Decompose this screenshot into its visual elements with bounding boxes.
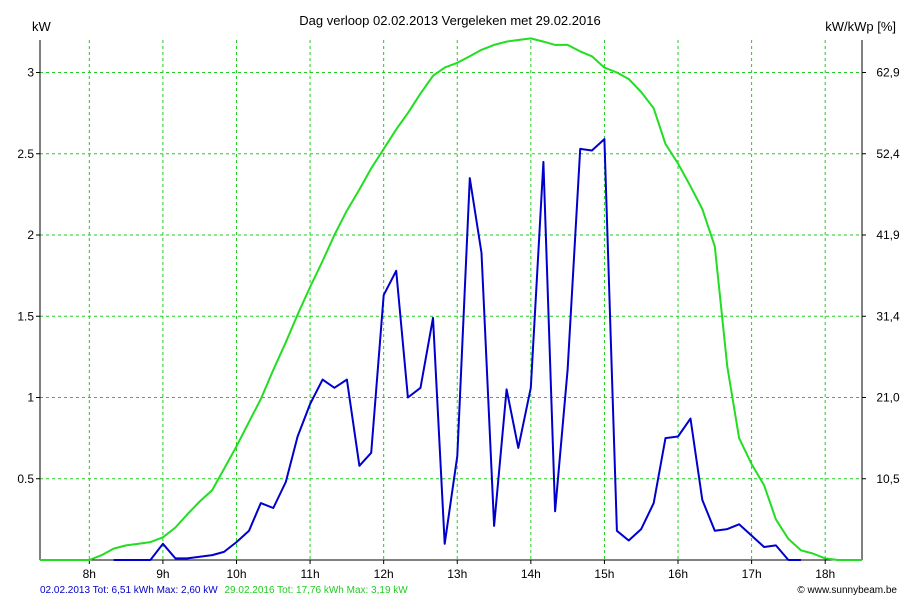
x-tick-label-3: 11h: [301, 567, 320, 581]
x-tick-label-7: 15h: [594, 567, 614, 581]
y-tick-label-4: 2.5: [17, 147, 34, 161]
x-tick-label-0: 8h: [83, 567, 96, 581]
legend-series-2: 29.02.2016 Tot: 17,76 kWh Max: 3,19 kW: [224, 585, 408, 596]
x-tick-label-6: 14h: [521, 567, 541, 581]
right-axis-unit: kW/kWp [%]: [825, 19, 896, 34]
y-tick-label-1: 1: [27, 391, 34, 405]
x-tick-label-8: 16h: [668, 567, 688, 581]
axes: [36, 40, 866, 564]
series-line-1: [113, 138, 801, 561]
y-tick-labels-right: 10,5 21,0 31,4 41,9 52,4 62,9: [876, 66, 900, 486]
series-line-2: [40, 37, 862, 561]
credit-text: © www.sunnybeam.be: [797, 585, 897, 596]
chart-title: Dag verloop 02.02.2013 Vergeleken met 29…: [299, 13, 600, 28]
grid-lines: [40, 40, 862, 560]
y-tick-label-0: 0.5: [17, 472, 34, 486]
y-tick-labels-left: 0.5 1 1.5 2 2.5 3: [17, 66, 34, 486]
x-tick-label-4: 12h: [374, 567, 394, 581]
legend-series-1: 02.02.2013 Tot: 6,51 kWh Max: 2,60 kW: [40, 585, 218, 596]
y2-tick-label-1: 21,0: [876, 391, 900, 405]
x-tick-label-2: 10h: [226, 567, 246, 581]
y2-tick-label-0: 10,5: [876, 472, 900, 486]
data-series: [40, 37, 862, 561]
x-tick-labels: 8h 9h 10h 11h 12h 13h 14h 15h 16h 17h 18h: [83, 567, 836, 581]
x-tick-label-1: 9h: [156, 567, 169, 581]
y-tick-label-2: 1.5: [17, 309, 34, 323]
y2-tick-label-2: 31,4: [876, 309, 900, 323]
footer-legend: 02.02.2013 Tot: 6,51 kWh Max: 2,60 kW 29…: [40, 585, 408, 596]
y2-tick-label-3: 41,9: [876, 228, 900, 242]
x-tick-label-9: 17h: [742, 567, 762, 581]
x-tick-label-10: 18h: [815, 567, 835, 581]
y2-tick-label-5: 62,9: [876, 66, 900, 80]
y-tick-label-5: 3: [27, 66, 34, 80]
y-tick-label-3: 2: [27, 228, 34, 242]
left-axis-unit: kW: [32, 19, 52, 34]
x-tick-label-5: 13h: [447, 567, 467, 581]
y2-tick-label-4: 52,4: [876, 147, 900, 161]
